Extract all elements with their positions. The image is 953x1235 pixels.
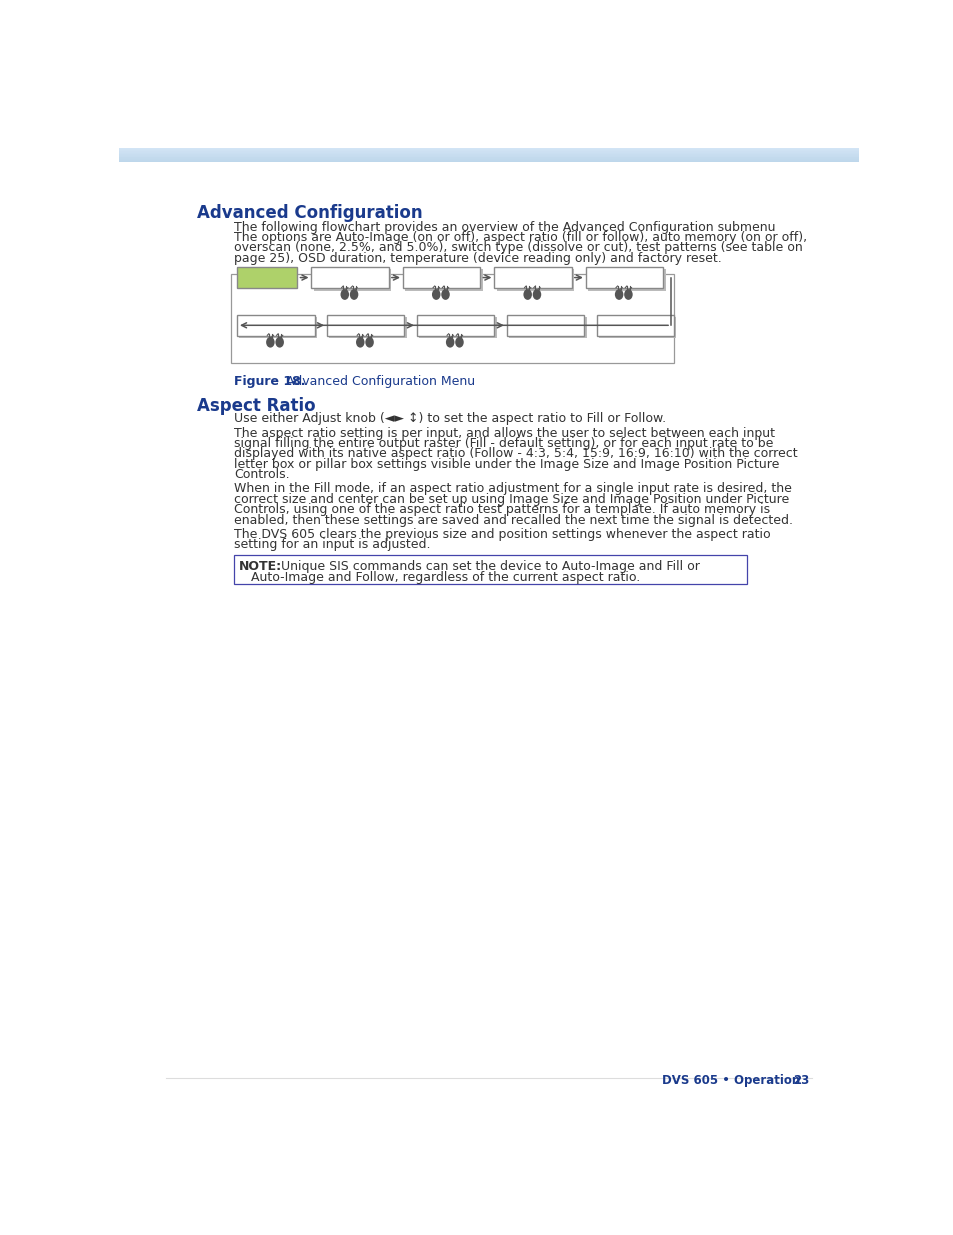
Text: Aspect Ratio: Aspect Ratio <box>196 396 315 415</box>
Bar <box>236 267 297 288</box>
Bar <box>239 317 316 338</box>
Bar <box>327 315 404 336</box>
Bar <box>585 267 662 288</box>
Text: Controls.: Controls. <box>233 468 290 482</box>
Bar <box>497 269 574 290</box>
Text: correct size and center can be set up using Image Size and Image Position under : correct size and center can be set up us… <box>233 493 788 506</box>
Bar <box>418 317 497 338</box>
Ellipse shape <box>615 289 622 300</box>
Text: The following flowchart provides an overview of the Advanced Configuration subme: The following flowchart provides an over… <box>233 221 775 233</box>
Text: Controls, using one of the aspect ratio test patterns for a template. If auto me: Controls, using one of the aspect ratio … <box>233 503 769 516</box>
Ellipse shape <box>355 337 364 347</box>
Bar <box>494 267 571 288</box>
Ellipse shape <box>523 289 532 300</box>
Bar <box>231 274 674 363</box>
Bar <box>416 315 494 336</box>
Text: enabled, then these settings are saved and recalled the next time the signal is : enabled, then these settings are saved a… <box>233 514 792 526</box>
Text: The DVS 605 clears the previous size and position settings whenever the aspect r: The DVS 605 clears the previous size and… <box>233 527 770 541</box>
Text: overscan (none, 2.5%, and 5.0%), switch type (dissolve or cut), test patterns (s: overscan (none, 2.5%, and 5.0%), switch … <box>233 241 801 254</box>
Text: DVS 605 • Operation: DVS 605 • Operation <box>661 1073 800 1087</box>
Bar <box>402 267 480 288</box>
Ellipse shape <box>445 337 454 347</box>
Ellipse shape <box>432 289 440 300</box>
Ellipse shape <box>350 289 358 300</box>
Text: signal filling the entire output raster (Fill - default setting), or for each in: signal filling the entire output raster … <box>233 437 773 450</box>
Text: Figure 18.: Figure 18. <box>233 375 305 388</box>
Ellipse shape <box>441 289 449 300</box>
Bar <box>509 317 586 338</box>
Ellipse shape <box>455 337 463 347</box>
Text: displayed with its native aspect ratio (Follow - 4:3, 5:4, 15:9, 16:9, 16:10) wi: displayed with its native aspect ratio (… <box>233 447 797 461</box>
Text: The aspect ratio setting is per input, and allows the user to select between eac: The aspect ratio setting is per input, a… <box>233 426 774 440</box>
Ellipse shape <box>340 289 349 300</box>
Ellipse shape <box>266 337 274 347</box>
Text: When in the Fill mode, if an aspect ratio adjustment for a single input rate is : When in the Fill mode, if an aspect rati… <box>233 483 791 495</box>
Text: page 25), OSD duration, temperature (device reading only) and factory reset.: page 25), OSD duration, temperature (dev… <box>233 252 720 264</box>
Text: 23: 23 <box>793 1073 809 1087</box>
Text: Advanced Configuration: Advanced Configuration <box>196 204 422 221</box>
Bar <box>311 267 389 288</box>
Ellipse shape <box>623 289 632 300</box>
Text: Use either Adjust knob (◄► ↕) to set the aspect ratio to Fill or Follow.: Use either Adjust knob (◄► ↕) to set the… <box>233 412 665 425</box>
Bar <box>236 315 314 336</box>
Ellipse shape <box>365 337 374 347</box>
Bar <box>506 315 583 336</box>
Bar <box>233 555 746 584</box>
Bar <box>329 317 406 338</box>
Bar <box>314 269 391 290</box>
Text: NOTE:: NOTE: <box>239 561 282 573</box>
Bar <box>587 269 665 290</box>
Text: letter box or pillar box settings visible under the Image Size and Image Positio: letter box or pillar box settings visibl… <box>233 458 779 471</box>
Text: setting for an input is adjusted.: setting for an input is adjusted. <box>233 538 430 551</box>
Ellipse shape <box>275 337 284 347</box>
Text: Unique SIS commands can set the device to Auto-Image and Fill or: Unique SIS commands can set the device t… <box>269 561 699 573</box>
Bar <box>405 269 482 290</box>
Text: Auto-Image and Follow, regardless of the current aspect ratio.: Auto-Image and Follow, regardless of the… <box>239 571 640 584</box>
Text: The options are Auto-Image (on or off), aspect ratio (fill or follow), auto memo: The options are Auto-Image (on or off), … <box>233 231 806 245</box>
Bar <box>598 317 676 338</box>
Text: Advanced Configuration Menu: Advanced Configuration Menu <box>274 375 475 388</box>
Bar <box>596 315 674 336</box>
Ellipse shape <box>532 289 540 300</box>
